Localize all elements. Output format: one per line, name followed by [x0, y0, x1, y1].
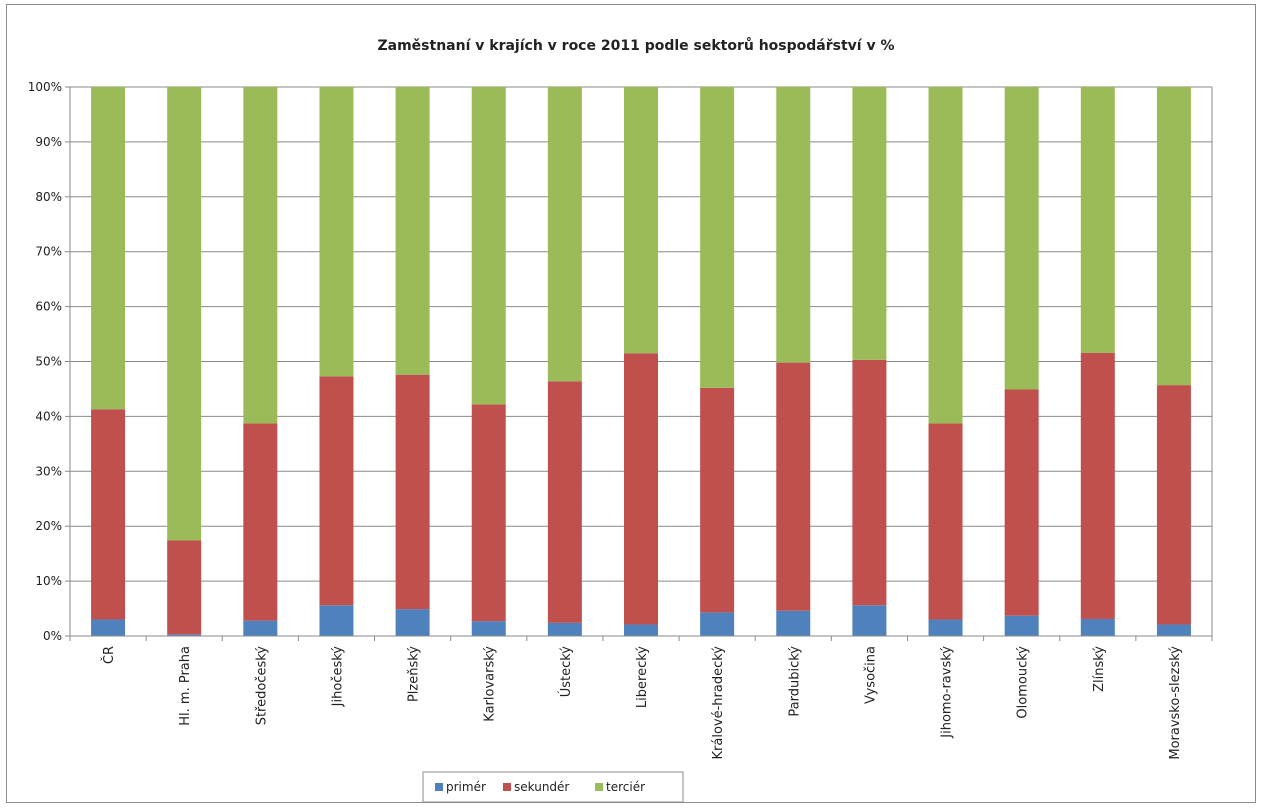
x-tick-label: Liberecký [635, 646, 650, 708]
x-tick-label: Středočeský [254, 646, 269, 726]
x-tick-label: Ústecký [558, 646, 574, 698]
bar-terciér-4 [395, 87, 430, 375]
bar-terciér-14 [1156, 87, 1191, 386]
y-tick-label: 10% [35, 574, 62, 588]
bar-terciér-5 [471, 87, 506, 405]
x-tick-label: Jihomo-ravský [940, 646, 955, 739]
x-tick-label: Olomoucký [1016, 646, 1031, 719]
legend-label: primér [446, 780, 486, 794]
y-tick-label: 30% [35, 464, 62, 478]
y-axis-ticks: 0% 10% 20% 30% 40% 50% 60% 70% 80% 90% 100% [28, 80, 70, 643]
bar-primér-4 [395, 609, 430, 636]
bar-sekundér-5 [471, 404, 506, 622]
bar-terciér-12 [1004, 87, 1039, 390]
y-tick-label: 100% [28, 80, 62, 94]
bar-sekundér-6 [547, 381, 582, 623]
bar-terciér-1 [167, 87, 202, 541]
bar-sekundér-7 [624, 353, 658, 625]
y-tick-label: 40% [35, 409, 62, 423]
bar-sekundér-1 [167, 540, 202, 635]
chart-title: Zaměstnaní v krajích v roce 2011 podle s… [378, 37, 895, 54]
bar-terciér-6 [547, 87, 582, 382]
bar-sekundér-2 [243, 423, 278, 621]
y-tick-label: 90% [35, 135, 62, 149]
bar-terciér-11 [928, 87, 963, 424]
legend-label: terciér [606, 780, 645, 794]
bar-terciér-9 [776, 87, 811, 363]
y-tick-label: 50% [35, 355, 62, 369]
bar-primér-1 [167, 634, 202, 636]
bar-primér-2 [243, 620, 278, 636]
x-tick-label: Hl. m. Praha [178, 646, 193, 726]
bar-terciér-8 [700, 87, 735, 388]
bar-primér-11 [928, 619, 963, 636]
bar-sekundér-3 [319, 376, 354, 606]
y-tick-label: 20% [35, 519, 62, 533]
bar-primér-6 [547, 622, 582, 636]
bar-sekundér-10 [852, 359, 887, 606]
bar-sekundér-8 [700, 387, 735, 613]
bar-sekundér-14 [1156, 385, 1191, 625]
bar-primér-3 [319, 605, 354, 636]
bar-sekundér-4 [395, 374, 430, 610]
bar-primér-12 [1004, 615, 1039, 636]
y-tick-label: 60% [35, 300, 62, 314]
legend-label: sekundér [514, 780, 569, 794]
bar-sekundér-9 [776, 362, 811, 611]
x-tick-label: Vysočina [863, 646, 878, 704]
legend: primér sekundér terciér [422, 771, 684, 803]
bar-primér-0 [91, 619, 126, 636]
x-tick-label: ČR [101, 646, 117, 664]
y-tick-label: 0% [43, 629, 62, 643]
legend-swatch-primér [435, 783, 443, 791]
bar-sekundér-13 [1080, 352, 1115, 619]
legend-box [422, 771, 684, 803]
x-tick-label: Jihočeský [330, 646, 345, 708]
x-tick-label: Plzeňský [407, 646, 422, 702]
y-tick-label: 70% [35, 245, 62, 259]
legend-swatch-terciér [595, 783, 603, 791]
x-tick-label: Karlovarský [483, 646, 498, 722]
bar-primér-10 [852, 605, 887, 636]
bar-sekundér-0 [91, 409, 126, 620]
bars [91, 87, 1191, 636]
bar-primér-7 [624, 624, 658, 636]
bar-primér-14 [1156, 624, 1191, 636]
bar-primér-5 [471, 621, 506, 636]
x-tick-label: Zlínský [1092, 646, 1107, 692]
bar-terciér-0 [91, 87, 126, 410]
bar-terciér-3 [319, 87, 354, 377]
legend-swatch-sekundér [503, 783, 511, 791]
bar-primér-9 [776, 610, 811, 636]
y-tick-label: 80% [35, 190, 62, 204]
x-tick-label: Pardubický [787, 646, 802, 717]
x-axis-labels: ČR Hl. m. Praha Středočeský Jihočeský Plzeňs… [69, 636, 1213, 760]
bar-sekundér-12 [1004, 389, 1039, 616]
bar-primér-13 [1080, 618, 1115, 636]
bar-sekundér-11 [928, 423, 963, 620]
bar-terciér-2 [243, 87, 278, 424]
bar-terciér-10 [852, 87, 887, 360]
bar-terciér-7 [624, 87, 658, 354]
bar-terciér-13 [1080, 87, 1115, 353]
x-tick-label: Moravsko-slezský [1168, 646, 1183, 760]
bar-primér-8 [700, 612, 735, 636]
x-tick-label: Králové-hradecký [711, 646, 726, 760]
